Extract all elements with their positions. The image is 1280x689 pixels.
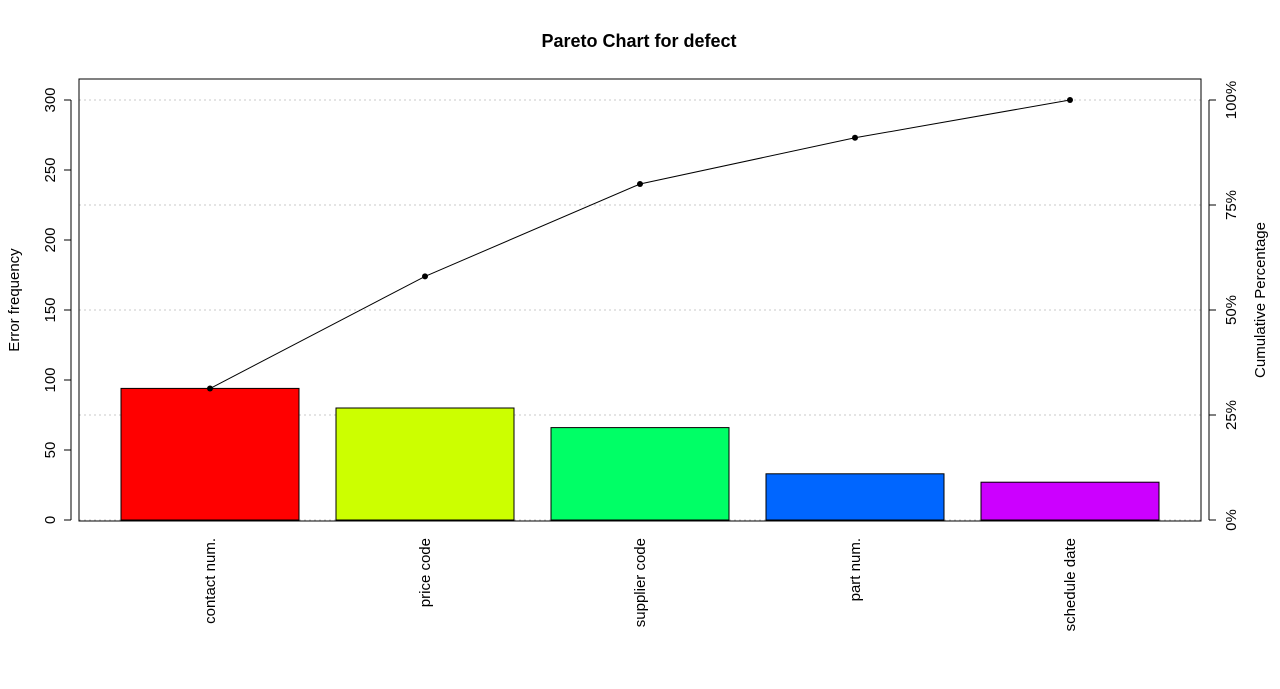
x-tick-label: part num. bbox=[847, 538, 864, 601]
bar-price-code bbox=[335, 407, 515, 521]
bar-part-num bbox=[765, 473, 945, 521]
bar-schedule-date bbox=[980, 481, 1160, 521]
cumulative-point bbox=[207, 385, 213, 392]
cumulative-line bbox=[207, 97, 1073, 392]
bar-supplier-code bbox=[550, 427, 730, 521]
left-tick-label: 0 bbox=[42, 516, 59, 524]
cumulative-point bbox=[1067, 97, 1073, 103]
cumulative-point bbox=[422, 273, 428, 280]
x-tick-label: price code bbox=[417, 538, 434, 607]
right-tick-label: 50% bbox=[1223, 295, 1240, 325]
x-tick-label: schedule date bbox=[1062, 538, 1079, 631]
left-tick-label: 300 bbox=[42, 87, 59, 112]
y-axis-title: Error frequency bbox=[6, 248, 23, 352]
left-axis: 0 50 100 150 200 250 300 bbox=[42, 87, 72, 524]
bar-contact-num bbox=[120, 387, 300, 521]
y2-axis-title: Cumulative Percentage bbox=[1252, 222, 1269, 378]
right-tick-label: 25% bbox=[1223, 400, 1240, 430]
left-tick-label: 150 bbox=[42, 297, 59, 322]
cumulative-point bbox=[637, 181, 643, 187]
cumulative-point bbox=[852, 134, 858, 141]
right-tick-label: 75% bbox=[1223, 190, 1240, 220]
right-tick-label: 100% bbox=[1223, 81, 1240, 119]
x-axis: contact num. price code supplier code part … bbox=[202, 538, 1079, 631]
x-tick-label: supplier code bbox=[632, 538, 649, 627]
x-tick-label: contact num. bbox=[202, 538, 219, 624]
right-axis: 0% 25% 50% 75% 100% bbox=[1208, 81, 1240, 531]
left-tick-label: 100 bbox=[42, 367, 59, 392]
left-tick-label: 200 bbox=[42, 227, 59, 252]
plot-box bbox=[78, 78, 1202, 522]
left-tick-label: 250 bbox=[42, 157, 59, 182]
right-tick-label: 0% bbox=[1223, 509, 1240, 531]
cumulative-polyline bbox=[209, 99, 1071, 389]
chart-title: Pareto Chart for defect bbox=[541, 31, 736, 51]
left-tick-label: 50 bbox=[42, 442, 59, 459]
bars bbox=[120, 387, 1160, 521]
